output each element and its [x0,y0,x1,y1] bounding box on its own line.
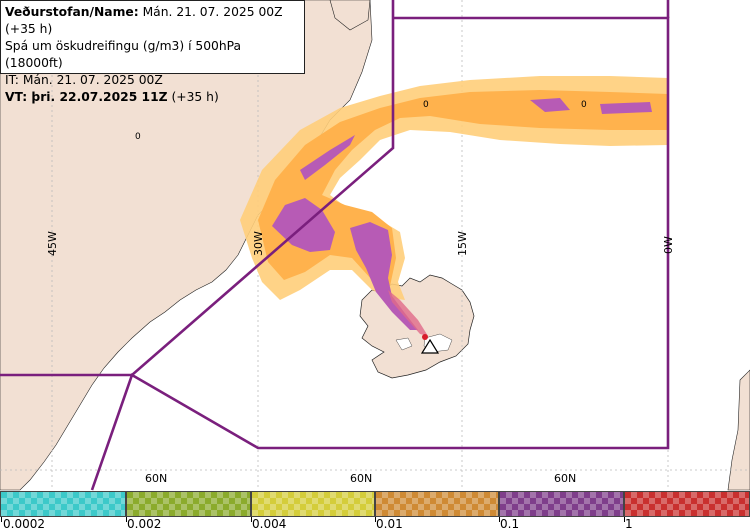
legend-swatch [126,491,251,517]
legend-label: 0.01 [376,517,403,531]
latitude-label: 60N [554,472,576,485]
longitude-label: 15W [456,231,469,256]
legend-swatch [0,491,126,517]
glacier-area [395,337,413,351]
valid-time-line: VT: þri. 22.07.2025 11Z (+35 h) [5,89,300,106]
legend-swatch [251,491,375,517]
valid-time-label: VT: þri. 22.07.2025 11Z [5,90,168,104]
volcano-marker [420,334,440,354]
contour-label: 0 [135,132,141,142]
issuer-line: Veðurstofan/Name: Mán. 21. 07. 2025 00Z … [5,4,300,38]
ash-plume [388,290,428,336]
legend-label: 0.1 [500,517,520,531]
longitude-label: 45W [46,231,59,256]
legend-swatch [499,491,624,517]
longitude-label: 0W [662,236,675,254]
fir-boundary [0,0,670,491]
legend-label: 0.0002 [3,517,45,531]
latitude-label: 60N [350,472,372,485]
latitude-label: 60N [145,472,167,485]
legend-swatch [375,491,499,517]
product-description: Spá um öskudreifingu (g/m3) í 500hPa (18… [5,39,242,70]
arctic-island [329,0,371,31]
forecast-info-box: Veðurstofan/Name: Mán. 21. 07. 2025 00Z … [0,0,305,104]
legend-label: 0.002 [127,517,162,531]
longitude-label: 30W [252,231,265,256]
initial-time: IT: Mán. 21. 07. 2025 00Z [5,73,163,87]
eruption-source-dot [422,334,428,340]
issuer-value: Mán. 21. 07. 2025 00Z (+35 h) [5,5,283,36]
contour-label: 0 [423,100,429,110]
issuer-label: Veðurstofan/Name: [5,5,139,19]
legend-swatch [624,491,750,517]
valid-time-offset: (+35 h) [167,90,219,104]
legend-label: 1 [625,517,633,531]
warning-triangle-icon [420,338,440,354]
concentration-legend: 0.0002 0.002 0.004 0.01 0.1 1 [0,491,750,532]
contour-label: 0 [581,100,587,110]
legend-label: 0.004 [252,517,287,531]
norway-coast [727,369,750,491]
